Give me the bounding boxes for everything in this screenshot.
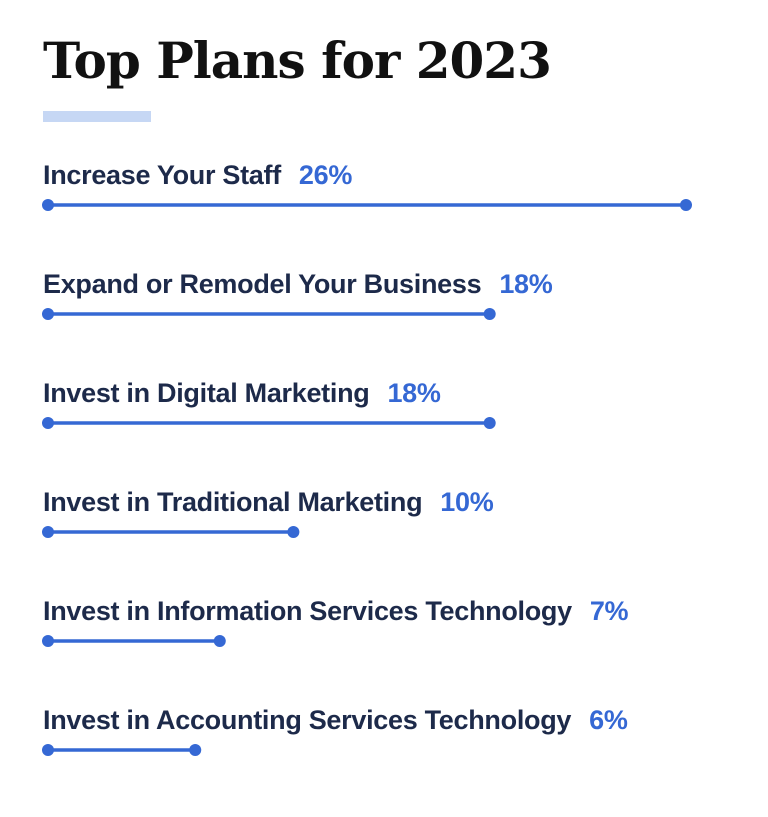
- bar-end-dot: [680, 199, 692, 211]
- bar-label: Invest in Traditional Marketing: [43, 487, 423, 517]
- bar-start-dot: [42, 744, 54, 756]
- bar-label: Invest in Accounting Services Technology: [43, 705, 572, 735]
- bar-svg: [42, 199, 692, 211]
- bar-start-dot: [42, 635, 54, 647]
- bar-end-dot: [189, 744, 202, 756]
- bar-label: Invest in Information Services Technolog…: [43, 596, 572, 626]
- bar-track: [42, 743, 743, 757]
- bar-svg: [42, 526, 300, 538]
- title-accent-rule: [43, 111, 151, 122]
- bar-track: [42, 525, 743, 539]
- bar-track: [42, 634, 743, 648]
- bar-row-header: Expand or Remodel Your Business 18%: [43, 267, 553, 301]
- bar-value-label: 7%: [589, 596, 629, 626]
- bar-start-dot: [42, 199, 54, 211]
- bar-value-label: 18%: [387, 378, 441, 408]
- bar-row-header: Invest in Information Services Technolog…: [43, 594, 629, 628]
- bar-row-header: Invest in Digital Marketing 18%: [43, 376, 441, 410]
- bar-start-dot: [42, 526, 54, 538]
- bar-value-label: 18%: [499, 269, 553, 299]
- bar-row: Invest in Digital Marketing 18%: [42, 376, 768, 472]
- bar-svg: [42, 308, 496, 320]
- bar-end-dot: [287, 526, 300, 538]
- bar-track: [42, 307, 743, 321]
- bar-row: Invest in Information Services Technolog…: [42, 594, 768, 690]
- bar-end-dot: [213, 635, 226, 647]
- bar-row: Expand or Remodel Your Business 18%: [42, 267, 768, 363]
- bar-value-label: 6%: [589, 705, 628, 735]
- bar-value-label: 26%: [298, 160, 353, 190]
- bar-svg: [42, 635, 226, 647]
- bar-svg: [42, 744, 202, 756]
- bar-row-header: Increase Your Staff 26%: [43, 158, 352, 192]
- chart-title: Top Plans for 2023: [43, 31, 552, 90]
- bar-row-header: Invest in Traditional Marketing 10%: [43, 485, 494, 519]
- bar-label: Invest in Digital Marketing: [43, 378, 370, 408]
- bar-end-dot: [483, 308, 496, 320]
- bar-track: [42, 198, 743, 212]
- bar-track: [42, 416, 743, 430]
- bar-row: Invest in Traditional Marketing 10%: [42, 485, 768, 581]
- bar-svg: [42, 417, 496, 429]
- bar-end-dot: [483, 417, 496, 429]
- bar-label: Expand or Remodel Your Business: [43, 269, 482, 299]
- bar-row: Invest in Accounting Services Technology…: [42, 703, 768, 799]
- bar-start-dot: [42, 417, 54, 429]
- bar-start-dot: [42, 308, 54, 320]
- bar-label: Increase Your Staff: [43, 160, 281, 190]
- bar-value-label: 10%: [440, 487, 494, 517]
- bar-row: Increase Your Staff 26%: [42, 158, 768, 254]
- bar-row-header: Invest in Accounting Services Technology…: [43, 703, 628, 737]
